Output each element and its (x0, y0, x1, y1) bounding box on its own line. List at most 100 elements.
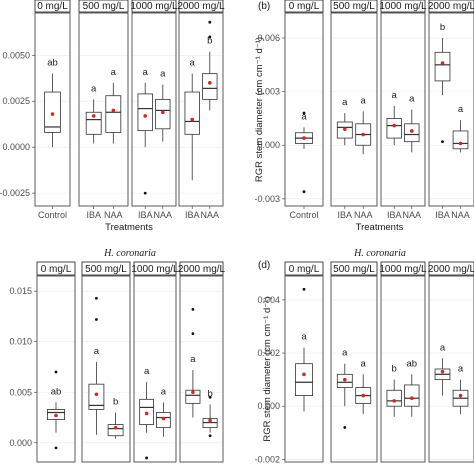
y-tick-label: 0.0025 (2, 96, 30, 106)
boxplot: ab (47, 370, 65, 450)
mean-point (144, 411, 149, 416)
boxplot: a (156, 386, 171, 437)
iqr-box (155, 98, 171, 130)
facet-1: 0 mg/L a Control (284, 0, 324, 220)
boxplot: a (434, 342, 451, 396)
outlier-point (95, 296, 98, 300)
facet-strip (330, 0, 378, 13)
panel-tag: (b) (258, 1, 270, 12)
boxplot: a NAA (354, 95, 373, 220)
facet-4: 2000 mg/L a b (178, 261, 226, 463)
x-tick-label: IBA (86, 210, 101, 220)
mean-point (190, 117, 194, 122)
iqr-box (107, 424, 124, 437)
boxplot: b (202, 388, 218, 438)
iqr-box (44, 91, 61, 133)
mean-point (440, 369, 445, 374)
facet-3: 1000 mg/L a IBA a NAA (379, 0, 427, 220)
outlier-point (208, 35, 212, 39)
y-tick-label: 0.015 (9, 286, 32, 296)
y-tick-label: 0.000 (257, 140, 280, 150)
boxplot: ab Control (38, 58, 67, 220)
outlier-point (143, 191, 147, 195)
panel-tag: (d) (258, 260, 270, 271)
y-tick-label: 0.0000 (2, 142, 30, 152)
facet-strip (380, 261, 426, 276)
facet-plot-area (330, 275, 378, 463)
facet-3: 1000 mg/L a IBA a NAA (130, 0, 178, 220)
facet-strip-label: 500 mg/L (83, 1, 125, 12)
y-tick-label: -0.0025 (0, 188, 30, 198)
iqr-box (85, 111, 102, 135)
boxplot: a IBA (137, 67, 153, 220)
mean-point (161, 416, 166, 421)
facet-1: 0 mg/L ab Control (34, 0, 71, 220)
outlier-point (54, 446, 58, 450)
mean-point (458, 393, 463, 398)
facet-strip (179, 261, 224, 276)
significance-letter: ab (47, 58, 58, 69)
outlier-point (191, 332, 195, 336)
x-axis-label: Treatments (356, 222, 404, 233)
facet-strip-label: 2000 mg/L (428, 1, 474, 12)
x-tick-label: NAA (403, 210, 422, 220)
boxplot: ab (404, 358, 420, 417)
facet-strip-label: 500 mg/L (333, 264, 375, 275)
boxplot: b (107, 396, 124, 439)
iqr-box (184, 91, 200, 135)
y-tick-label: 0.003 (257, 87, 280, 97)
significance-letter: a (91, 83, 97, 94)
y-axis-label: RGR stem diameter (cm cm⁻¹ d⁻¹) (254, 37, 265, 182)
facet-plot-area (179, 275, 224, 463)
y-tick-label: 0.010 (9, 337, 32, 347)
facet-strip (330, 261, 378, 276)
significance-letter: a (94, 346, 100, 357)
significance-letter: a (361, 95, 367, 106)
significance-letter: a (301, 332, 307, 343)
facet-strip-label: 0 mg/L (41, 264, 72, 275)
significance-letter: a (440, 342, 446, 353)
iqr-box (137, 93, 153, 132)
facet-3: 1000 mg/L aa (131, 261, 179, 463)
iqr-box (452, 130, 469, 150)
mean-point (361, 132, 366, 137)
outlier-point (208, 395, 212, 399)
x-tick-label: IBA (138, 210, 153, 220)
y-tick-label: 0.000 (9, 438, 32, 448)
boxplot: b IBA (434, 22, 451, 220)
boxplot: a NAA (451, 104, 470, 220)
mean-point (392, 399, 397, 403)
mean-point (161, 110, 165, 115)
facet-1: 0 mg/L a (284, 261, 324, 463)
facet-2: 500 mg/L a IBA a NAA (78, 0, 129, 220)
x-tick-label: Control (38, 210, 67, 220)
mean-point (208, 81, 212, 85)
facet-plot-area (428, 12, 474, 207)
boxplot: a IBA (85, 83, 102, 220)
boxplot: a (88, 296, 105, 435)
outlier-point (208, 434, 212, 438)
boxplot: a (336, 348, 353, 429)
significance-letter: b (392, 364, 397, 375)
y-tick-label: 0.006 (257, 33, 280, 43)
facet-plot-area (133, 275, 177, 463)
facet-strip-label: 0 mg/L (289, 264, 320, 275)
facet-4: 2000 mg/L b IBA a NAA (428, 0, 474, 220)
outlier-point (302, 111, 306, 115)
facet-strip-label: 2000 mg/L (178, 264, 226, 275)
facet-plot-area (36, 275, 76, 463)
outlier-point (95, 318, 98, 321)
boxplot: a IBA (386, 90, 402, 220)
mean-point (343, 127, 347, 131)
facet-strip (428, 0, 474, 13)
significance-letter: a (190, 58, 196, 69)
facet-strip (36, 261, 76, 276)
facet-strip (34, 0, 71, 13)
panel-2: (b) RGR stem diameter (cm cm⁻¹ d⁻¹) -0.003… (254, 0, 474, 233)
significance-letter: a (144, 366, 150, 377)
y-tick-label: -0.003 (254, 194, 280, 204)
boxplot: a NAA (104, 67, 123, 220)
outlier-point (54, 370, 58, 374)
